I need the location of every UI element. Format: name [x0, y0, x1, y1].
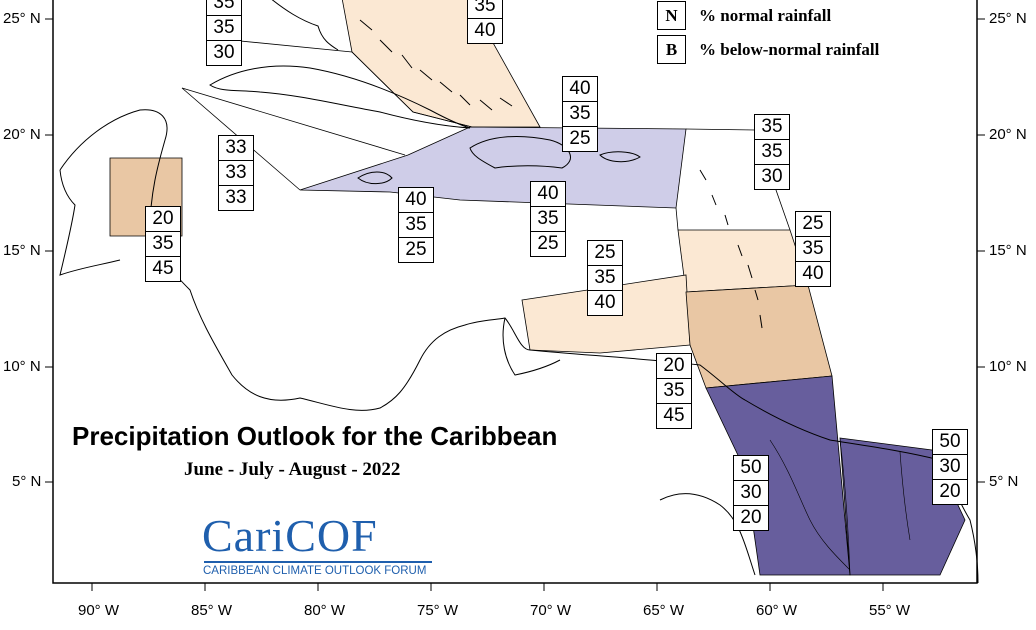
- legend-key-b: B: [657, 35, 686, 64]
- prob-above: 35: [761, 116, 783, 137]
- prob-box-north-coast: 35 35 30: [206, 0, 242, 66]
- caricof-logo: CariCOF: [202, 510, 378, 561]
- coastlines: [59, 0, 979, 584]
- prob-normal: 35: [657, 378, 691, 403]
- lon-tick-65: 65° W: [643, 602, 685, 619]
- prob-above: 35: [213, 0, 235, 13]
- country-borders: [769, 439, 911, 576]
- prob-above: 50: [939, 431, 961, 452]
- lon-tick-80: 80° W: [304, 602, 346, 619]
- prob-normal: 35: [531, 206, 565, 231]
- lat-tick-20-right: 20° N: [989, 126, 1027, 143]
- lat-tick-10-right: 10° N: [989, 358, 1027, 375]
- lat-tick-25-left: 25° N: [3, 10, 41, 27]
- legend-text-b: % below-normal rainfall: [699, 39, 880, 59]
- prob-normal: 35: [563, 101, 597, 126]
- lat-tick-5-right: 5° N: [989, 473, 1019, 490]
- prob-box-guyana: 50 30 20: [733, 455, 769, 531]
- prob-below: 25: [399, 237, 433, 262]
- lon-tick-75: 75° W: [417, 602, 459, 619]
- prob-below: 30: [755, 164, 789, 189]
- prob-below: 33: [219, 185, 253, 210]
- prob-above: 20: [663, 355, 685, 376]
- prob-below: 25: [531, 231, 565, 256]
- prob-normal: 35: [474, 0, 496, 16]
- legend-normal: N % normal rainfall: [657, 1, 831, 30]
- prob-box-belize: 20 35 45: [145, 206, 181, 282]
- map-title: Precipitation Outlook for the Caribbean: [72, 421, 558, 451]
- prob-above: 25: [802, 213, 824, 234]
- prob-normal: 35: [755, 139, 789, 164]
- prob-below: 40: [588, 290, 622, 315]
- prob-box-leeward: 35 35 30: [754, 114, 790, 190]
- lon-tick-55: 55° W: [869, 602, 911, 619]
- prob-above: 20: [152, 208, 174, 229]
- caricof-tagline: CARIBBEAN CLIMATE OUTLOOK FORUM: [203, 565, 427, 577]
- prob-below: 40: [468, 18, 502, 43]
- lon-tick-90: 90° W: [78, 602, 120, 619]
- prob-normal: 35: [796, 236, 830, 261]
- prob-above: 33: [225, 137, 247, 158]
- prob-box-trinidad: 20 35 45: [656, 353, 692, 429]
- prob-box-windward: 25 35 40: [795, 211, 831, 287]
- prob-normal: 35: [207, 15, 241, 40]
- prob-normal: 30: [933, 454, 967, 479]
- prob-box-jamaica: 40 35 25: [398, 187, 434, 263]
- legend-key-n: N: [657, 1, 686, 30]
- lat-tick-25-right: 25° N: [989, 10, 1027, 27]
- prob-above: 50: [740, 457, 762, 478]
- legend-text-n: % normal rainfall: [699, 5, 832, 25]
- prob-below: 45: [657, 403, 691, 428]
- tick-marks: [45, 18, 985, 591]
- prob-normal: 33: [219, 160, 253, 185]
- prob-normal: 35: [399, 212, 433, 237]
- prob-above: 40: [569, 78, 591, 99]
- prob-box-bahamas: 35 40: [467, 0, 503, 44]
- map-subtitle: June - July - August - 2022: [184, 459, 401, 480]
- prob-below: 30: [207, 40, 241, 65]
- prob-normal: 35: [146, 231, 180, 256]
- prob-below: 20: [933, 479, 967, 504]
- prob-box-western-caribbean: 33 33 33: [218, 135, 254, 211]
- prob-box-abc: 25 35 40: [587, 240, 623, 316]
- logo-rule: [204, 561, 432, 563]
- prob-above: 40: [405, 189, 427, 210]
- lon-tick-60: 60° W: [756, 602, 798, 619]
- prob-below: 45: [146, 256, 180, 281]
- prob-box-hispaniola: 40 35 25: [530, 181, 566, 257]
- lat-tick-15-right: 15° N: [989, 242, 1027, 259]
- lon-tick-70: 70° W: [530, 602, 572, 619]
- prob-box-puerto-rico: 40 35 25: [562, 76, 598, 152]
- lon-tick-85: 85° W: [191, 602, 233, 619]
- region-windward: [677, 229, 809, 293]
- prob-below: 20: [734, 505, 768, 530]
- lat-tick-15-left: 15° N: [3, 242, 41, 259]
- lat-tick-20-left: 20° N: [3, 126, 41, 143]
- lat-tick-5-left: 5° N: [12, 473, 42, 490]
- prob-above: 40: [537, 183, 559, 204]
- prob-below: 40: [796, 261, 830, 286]
- prob-box-suriname-guiana: 50 30 20: [932, 429, 968, 505]
- prob-below: 25: [563, 126, 597, 151]
- legend-below: B % below-normal rainfall: [657, 35, 879, 64]
- region-trinidad: [685, 284, 833, 389]
- prob-normal: 35: [588, 265, 622, 290]
- prob-normal: 30: [734, 480, 768, 505]
- lat-tick-10-left: 10° N: [3, 358, 41, 375]
- prob-above: 25: [594, 242, 616, 263]
